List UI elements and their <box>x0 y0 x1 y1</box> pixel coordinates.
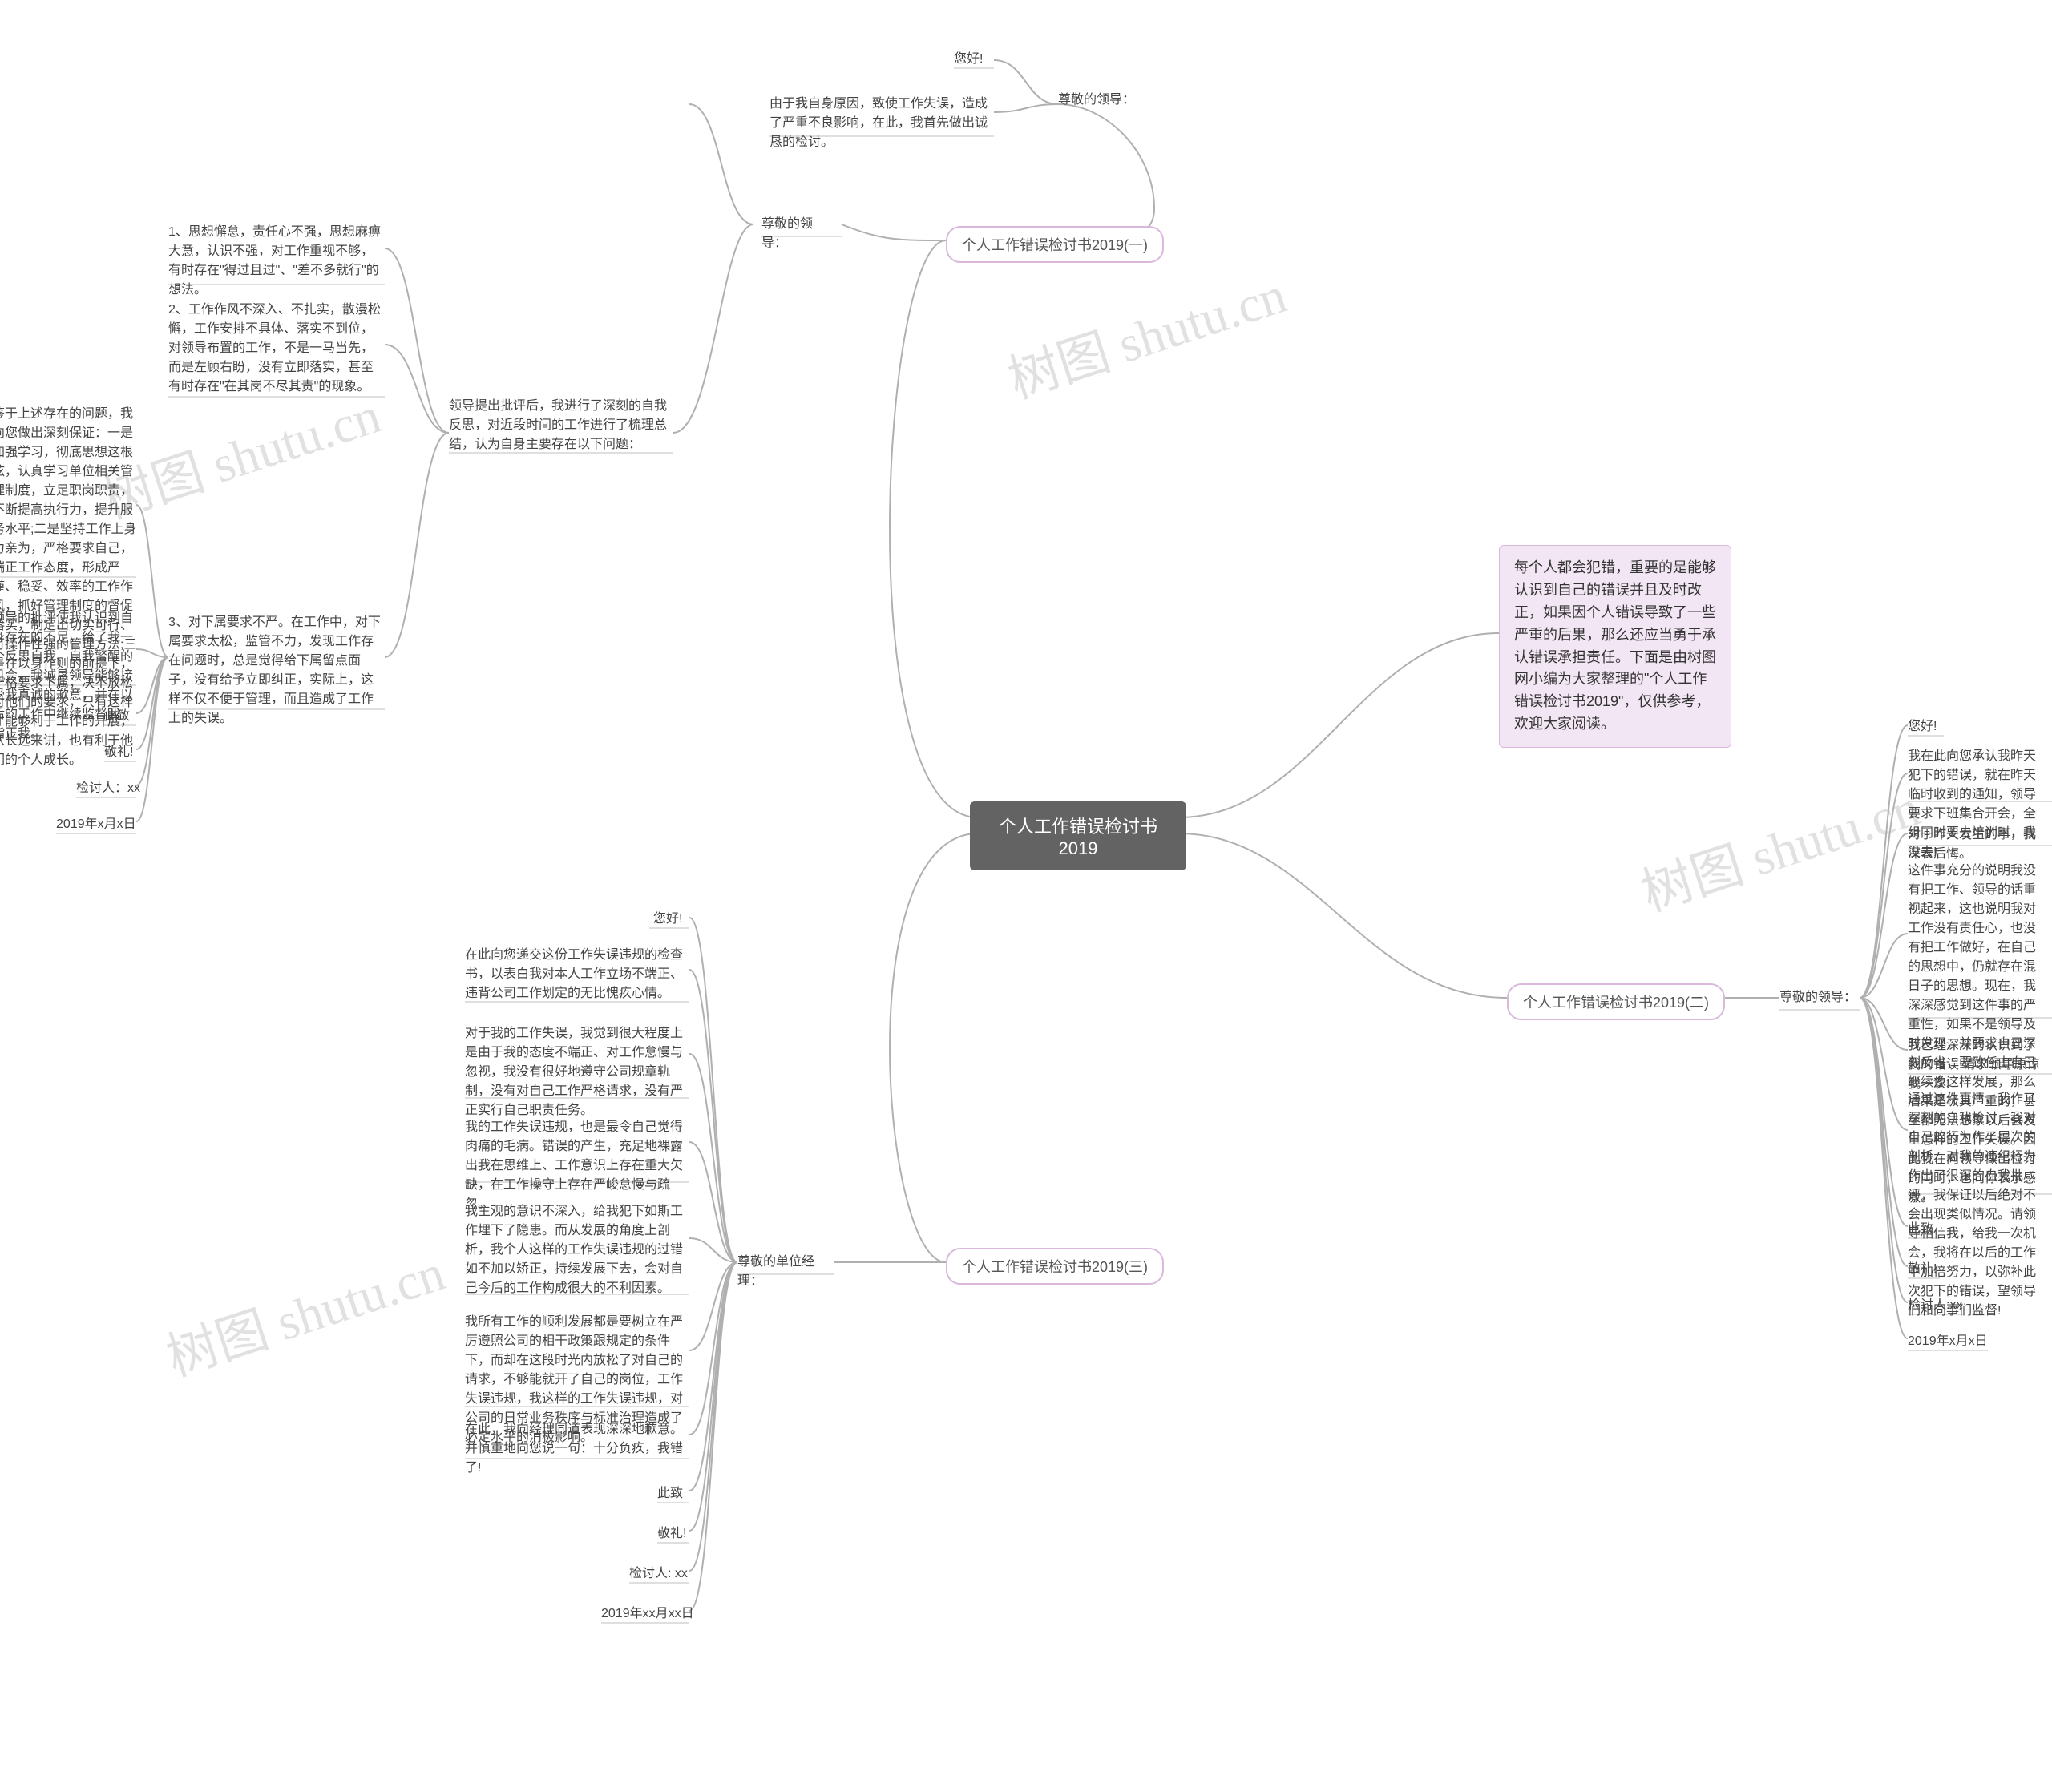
branch2-p2: 对于昨天发生的事，我深表后悔。 <box>1908 825 2048 864</box>
branch3-hello: 您好! <box>653 910 682 929</box>
branch1-reflect: 领导提出批评后，我进行了深刻的自我反思，对近段时间的工作进行了梳理总结，认为自身… <box>449 397 673 454</box>
root-node: 个人工作错误检讨书2019 <box>970 801 1186 870</box>
branch1-p3: 3、对下属要求不严。在工作中，对下属要求太松，监管不力，发现工作存在问题时，总是… <box>168 613 385 729</box>
branch1-p2: 2、工作作风不深入、不扎实，散漫松懈，工作安排不具体、落实不到位，对领导布置的工… <box>168 301 385 397</box>
branch3-p6: 在此，我向经理同道表现深深地歉意。并慎重地向您说一句：十分负疚，我错了! <box>465 1420 689 1478</box>
branch1-greet-top: 尊敬的领导： <box>1058 91 1138 110</box>
branch2-sig2: 敬礼! <box>1908 1260 1937 1279</box>
branch2-sig4: 2019年x月x日 <box>1908 1332 1988 1351</box>
branch-1: 个人工作错误检讨书2019(一) <box>946 226 1164 263</box>
branch3-p4: 我主观的意识不深入，给我犯下如斯工作埋下了隐患。而从发展的角度上剖析，我个人这样… <box>465 1202 689 1298</box>
branch2-greet: 尊敬的领导： <box>1779 988 1860 1007</box>
branch1-p1: 1、思想懈怠，责任心不强，思想麻痹大意，认识不强，对工作重视不够，有时存在"得过… <box>168 223 385 300</box>
branch3-p2: 对于我的工作失误，我觉到很大程度上是由于我的态度不端正、对工作怠慢与忽视，我没有… <box>465 1024 689 1120</box>
branch3-sig3: 检讨人: xx <box>629 1564 688 1584</box>
branch3-p3: 我的工作失误违规，也是最令自己觉得肉痛的毛病。错误的产生，充足地裸露出我在思维上… <box>465 1118 689 1214</box>
branch3-sig1: 此致 <box>657 1484 683 1503</box>
info-box: 每个人都会犯错，重要的是能够认识到自己的错误并且及时改正，如果因个人错误导致了一… <box>1499 545 1731 748</box>
branch-3: 个人工作错误检讨书2019(三) <box>946 1248 1164 1285</box>
branch3-p1: 在此向您递交这份工作失误违规的检查书，以表白我对本人工作立场不端正、违背公司工作… <box>465 946 689 1003</box>
branch2-p4: 我已经深深的认识到了我的错误!请求领导原谅我一次! <box>1908 1036 2048 1094</box>
branch1-sig4: 2019年x月x日 <box>56 815 136 834</box>
branch1-intro: 由于我自身原因，致使工作失误，造成了严重不良影响，在此，我首先做出诚恳的检讨。 <box>770 95 994 152</box>
branch-2: 个人工作错误检讨书2019(二) <box>1507 983 1725 1020</box>
branch3-sig4: 2019年xx月xx日 <box>601 1604 694 1624</box>
branch1-sig1: 此致 <box>104 707 130 726</box>
branch2-sig3: 检讨人:xx <box>1908 1296 1962 1315</box>
branch1-sig2: 敬礼! <box>104 743 133 762</box>
branch2-hello: 您好! <box>1908 717 1937 737</box>
branch1-greet: 尊敬的领导： <box>761 215 838 253</box>
branch3-greet: 尊敬的单位经理： <box>737 1253 834 1291</box>
branch2-p5: 通过这件事情，我作了深刻的自我检讨，我对自己的行为作了层次的剖析，对我的违纪行为… <box>1908 1090 2048 1321</box>
branch3-sig2: 敬礼! <box>657 1524 686 1544</box>
branch2-sig1: 此致 <box>1908 1220 1933 1239</box>
branch1-sig3: 检讨人：xx <box>76 779 140 798</box>
branch1-hello: 您好! <box>954 50 1002 69</box>
